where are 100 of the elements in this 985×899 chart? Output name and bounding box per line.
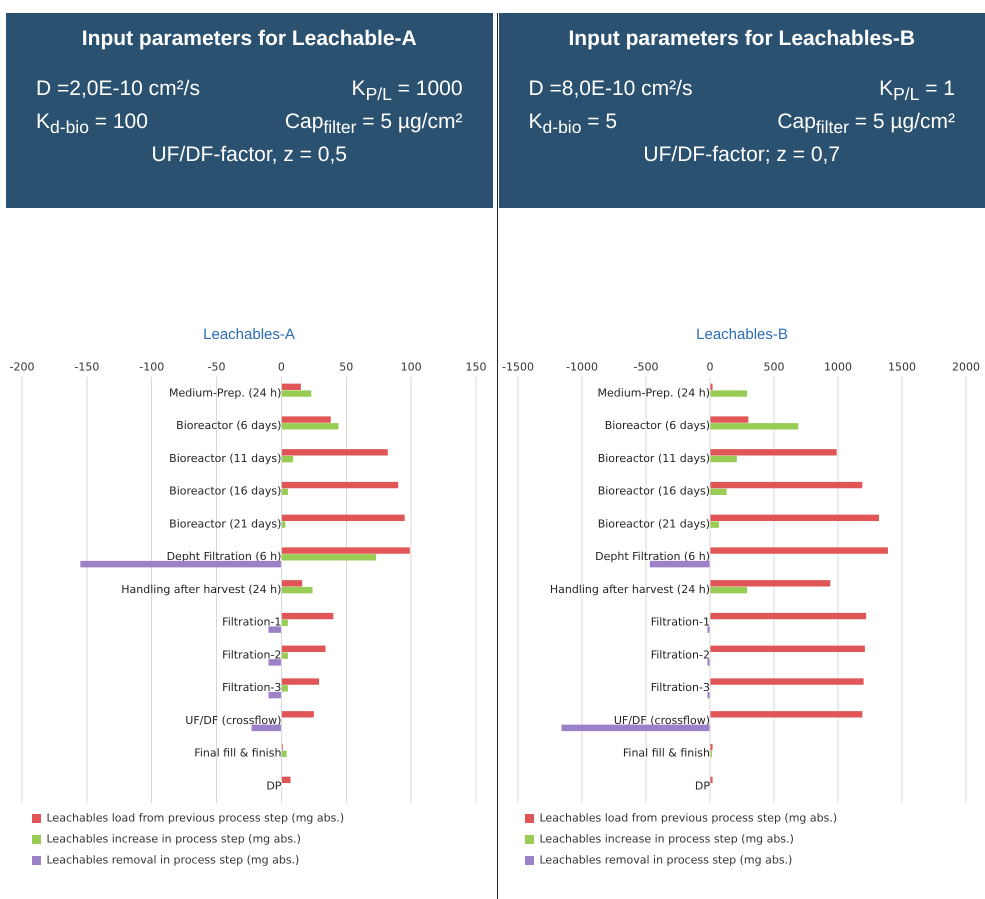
chart-title: Leachables-B — [696, 326, 788, 344]
x-tick-label: -1500 — [501, 360, 534, 374]
y-tick-label: Depht Filtration (6 h) — [594, 550, 710, 564]
bar — [282, 416, 331, 423]
x-tick-label: 100 — [400, 360, 422, 374]
x-tick-label: -50 — [208, 360, 226, 374]
text: D =8,0E-10 cm²/s — [528, 76, 694, 102]
bar — [282, 547, 410, 554]
bar — [282, 423, 339, 430]
y-tick-label: Filtration-2 — [650, 648, 710, 662]
y-tick-label: Handling after harvest (24 h) — [549, 582, 710, 596]
y-tick-label: DP — [694, 779, 710, 792]
y-tick-label: Bioreactor (6 days) — [604, 419, 710, 432]
y-tick-label: UF/DF (crossflow) — [185, 714, 282, 727]
x-tick-label: 500 — [762, 360, 784, 374]
legend-label: Leachables increase in process step (mg abs.) — [46, 832, 301, 846]
bar — [282, 685, 288, 692]
bar — [649, 560, 709, 568]
bar — [282, 488, 288, 496]
text: K$_{P/L}$ = 1 — [878, 76, 955, 106]
x-tick-label: -1000 — [566, 360, 598, 374]
y-tick-label: Medium-Prep. (24 h) — [597, 386, 710, 400]
y-tick-label: Depht Filtration (6 h) — [166, 550, 282, 564]
x-tick-label: -100 — [139, 360, 164, 374]
x-tick-label: 150 — [466, 360, 486, 374]
x-tick-label: -150 — [74, 360, 100, 374]
bar — [282, 711, 314, 718]
x-tick-label: -500 — [633, 360, 658, 374]
bar — [561, 724, 709, 732]
bar — [710, 384, 712, 390]
legend-label: Leachables removal in process step (mg abs.) — [539, 853, 792, 866]
chart-subtitle: Input parameters for Leachable-A — [80, 27, 418, 51]
x-tick-label: 1000 — [823, 360, 852, 374]
bar — [282, 482, 398, 488]
y-tick-label: Bioreactor (11 days) — [169, 452, 282, 465]
bar — [252, 724, 281, 732]
x-tick-label: 50 — [339, 360, 354, 374]
bar — [710, 416, 748, 423]
bar — [710, 423, 798, 430]
y-tick-label: Handling after harvest (24 h) — [121, 582, 282, 596]
bar — [282, 612, 334, 620]
bar — [710, 678, 864, 685]
bar — [282, 554, 376, 561]
bar — [710, 580, 830, 587]
bar — [80, 560, 281, 568]
bar — [282, 750, 287, 758]
chart-title: Leachables-A — [203, 326, 295, 344]
y-tick-label: DP — [266, 779, 282, 792]
bar — [710, 521, 718, 528]
bar — [282, 521, 286, 528]
bar — [282, 620, 288, 626]
bar — [282, 384, 301, 390]
y-tick-label: Bioreactor (16 days) — [169, 484, 282, 498]
y-tick-label: Filtration-3 — [222, 681, 282, 694]
x-tick-label: 2000 — [952, 360, 980, 374]
bar — [282, 678, 320, 685]
legend-label: Leachables load from previous process step (mg abs.) — [46, 811, 344, 824]
text: K$_{P/L}$ = 1000 — [350, 76, 462, 106]
bar — [282, 456, 294, 462]
chart-subtitle: Input parameters for Leachables-B — [567, 27, 916, 51]
bar — [282, 514, 405, 522]
legend-label: Leachables removal in process step (mg abs.) — [46, 853, 300, 866]
bar — [710, 514, 878, 522]
bar — [710, 776, 712, 784]
bar — [710, 482, 862, 488]
text: K$_{d-bio}$ = 100 — [36, 109, 149, 140]
y-tick-label: Filtration-2 — [222, 648, 282, 662]
y-tick-label: Bioreactor (6 days) — [176, 419, 282, 432]
bar — [282, 449, 388, 456]
text: D =2,0E-10 cm²/s — [36, 76, 201, 102]
x-tick-label: 0 — [278, 360, 285, 374]
y-tick-label: Medium-Prep. (24 h) — [168, 386, 282, 400]
text: K$_{d-bio}$ = 5 — [528, 109, 618, 140]
bar — [282, 580, 302, 587]
bar — [268, 626, 281, 633]
bar — [282, 586, 313, 594]
bar — [282, 646, 326, 652]
bar — [710, 449, 836, 456]
legend-label: Leachables load from previous process step (mg abs.) — [539, 811, 837, 824]
bar — [710, 646, 864, 652]
bar — [268, 659, 281, 666]
text: Cap$_{filter}$ = 5 µg/cm² — [776, 109, 955, 140]
y-tick-label: Filtration-1 — [650, 616, 710, 629]
bar — [282, 776, 291, 784]
y-tick-label: Final fill & finish — [194, 746, 282, 760]
y-tick-label: Filtration-3 — [650, 681, 710, 694]
bar — [710, 612, 866, 620]
y-tick-label: UF/DF (crossflow) — [613, 714, 710, 727]
text: Cap$_{filter}$ = 5 µg/cm² — [284, 109, 462, 140]
bar — [710, 586, 747, 594]
x-tick-label: 1500 — [888, 360, 916, 374]
x-tick-label: -200 — [10, 360, 34, 374]
y-tick-label: Bioreactor (21 days) — [597, 517, 710, 530]
y-tick-label: Filtration-1 — [222, 616, 282, 629]
y-tick-label: Bioreactor (21 days) — [169, 517, 282, 530]
bar — [710, 711, 862, 718]
text: UF/DF-factor; z = 0,7 — [642, 142, 842, 168]
bar — [710, 390, 747, 397]
y-tick-label: Bioreactor (11 days) — [597, 452, 710, 465]
y-tick-label: Final fill & finish — [622, 746, 710, 760]
